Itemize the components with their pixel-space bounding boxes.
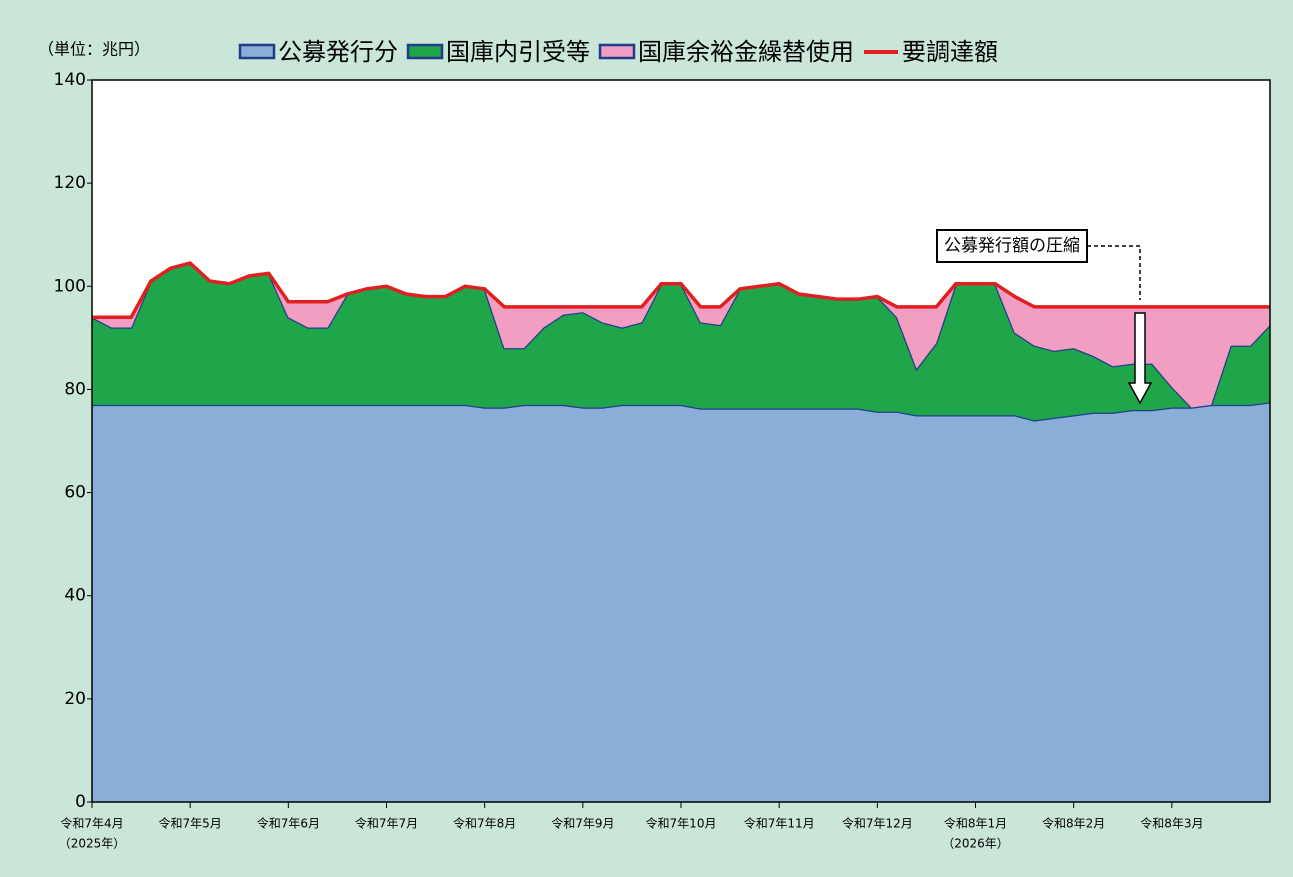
legend-label: 公募発行分 xyxy=(278,38,398,66)
x-tick-label: 令和7年12月 xyxy=(842,816,913,831)
legend-label: 国庫内引受等 xyxy=(446,38,590,66)
area xyxy=(92,402,1270,802)
annotation-box xyxy=(936,229,1088,263)
x-tick-label: 令和8年2月 xyxy=(1042,816,1105,831)
y-tick-label: 0 xyxy=(75,792,86,812)
y-tick-label: 40 xyxy=(64,586,86,606)
area xyxy=(92,263,1270,421)
y-tick-label: 120 xyxy=(54,173,86,193)
y-tick-label: 60 xyxy=(64,483,86,503)
x-tick-label: 令和7年4月 xyxy=(60,816,123,831)
annotation: 公募発行額の圧縮 xyxy=(944,236,1080,256)
y-tick-label: 100 xyxy=(54,276,86,296)
line-series xyxy=(92,261,1270,319)
annotation-arrow xyxy=(1127,312,1153,405)
unit-label: （単位：兆円） xyxy=(38,40,150,59)
plot xyxy=(91,261,1271,802)
x-tick-label: 令和8年1月 xyxy=(944,816,1007,831)
x-tick-label: 令和7年9月 xyxy=(551,816,614,831)
area xyxy=(92,263,1270,408)
y-tick-label: 80 xyxy=(64,379,86,399)
x-tick-note: （2025年） xyxy=(59,837,126,851)
annotation-leader xyxy=(1087,245,1141,300)
x-tick-note: （2026年） xyxy=(942,837,1009,851)
legend-label: 要調達額 xyxy=(902,38,998,66)
x-tick-label: 令和7年5月 xyxy=(159,816,222,831)
y-tick-label: 20 xyxy=(64,689,86,709)
x-tick-label: 令和7年10月 xyxy=(646,816,717,831)
x-tick-label: 令和7年6月 xyxy=(257,816,320,831)
legend-swatch xyxy=(238,43,276,60)
x-tick-label: 令和7年7月 xyxy=(355,816,418,831)
legend-swatch xyxy=(406,43,444,60)
x-tick-label: 令和8年3月 xyxy=(1140,816,1203,831)
x-tick-label: 令和7年8月 xyxy=(453,816,516,831)
x-tick-label: 令和7年11月 xyxy=(744,816,815,831)
legend-swatch xyxy=(598,43,636,60)
y-tick-label: 140 xyxy=(54,70,86,90)
legend-label: 国庫余裕金繰替使用 xyxy=(638,38,854,66)
